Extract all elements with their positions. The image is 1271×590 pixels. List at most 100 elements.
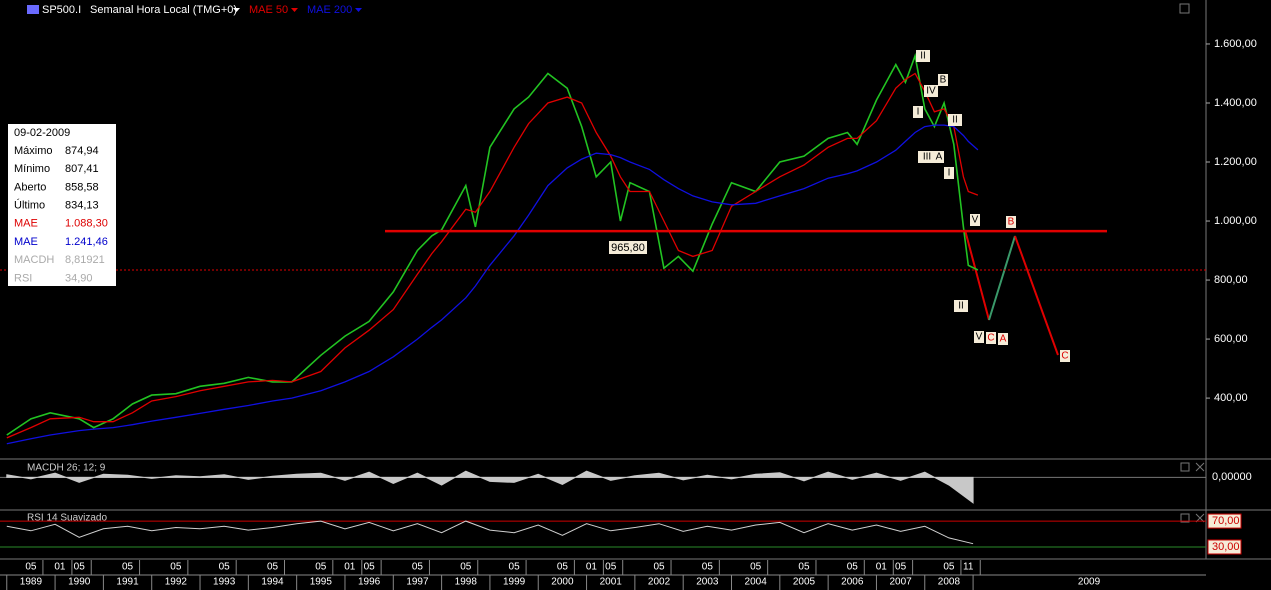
annotation-bg bbox=[913, 106, 923, 118]
minor-tick-label: 05 bbox=[702, 562, 714, 573]
info-date: 09-02-2009 bbox=[14, 127, 70, 139]
level-label: 965,80 bbox=[611, 242, 645, 254]
info-label: Mínimo bbox=[14, 163, 50, 175]
y-tick-label: 600,00 bbox=[1214, 333, 1248, 345]
minor-tick-label: 05 bbox=[412, 562, 424, 573]
annotation-bg bbox=[974, 331, 984, 343]
x-tick-label: 2005 bbox=[793, 577, 816, 588]
x-tick-label: 1998 bbox=[455, 577, 478, 588]
x-tick-label: 2004 bbox=[745, 577, 768, 588]
annotation-bg bbox=[918, 151, 936, 163]
annotation: II bbox=[952, 115, 958, 126]
level-label-bg bbox=[609, 241, 647, 254]
y-tick-label: 1.000,00 bbox=[1214, 215, 1257, 227]
y-tick-label: 70,00 bbox=[1212, 515, 1240, 527]
x-tick-label: 2008 bbox=[938, 577, 961, 588]
info-label: MAE bbox=[14, 218, 38, 230]
legend-entry: MAE 50 bbox=[249, 4, 288, 16]
info-value: 874,94 bbox=[65, 145, 99, 157]
annotation: III bbox=[923, 152, 931, 163]
maximize-icon[interactable] bbox=[1180, 462, 1190, 472]
x-tick-label: 2001 bbox=[600, 577, 623, 588]
dropdown-arrow[interactable] bbox=[233, 8, 240, 12]
minor-tick-label: 05 bbox=[74, 562, 86, 573]
x-tick-label: 2006 bbox=[841, 577, 864, 588]
info-value: 834,13 bbox=[65, 200, 99, 212]
info-box: 09-02-2009 Máximo 874,94 Mínimo 807,41 Aberto… bbox=[8, 124, 116, 286]
annotation-bg bbox=[934, 151, 944, 163]
annotation: I bbox=[948, 168, 951, 179]
annotation: I bbox=[917, 107, 920, 118]
y-tick-label: 400,00 bbox=[1214, 392, 1248, 404]
series-line bbox=[6, 72, 979, 439]
maximize-icon[interactable] bbox=[1180, 513, 1190, 523]
y-tick-label: 800,00 bbox=[1214, 274, 1248, 286]
y-tick-label: 1.600,00 bbox=[1214, 38, 1257, 50]
projection-line bbox=[1014, 235, 1059, 356]
minor-tick-label: 05 bbox=[170, 562, 182, 573]
y-tick-label-bg bbox=[1207, 539, 1242, 555]
minor-tick-label: 05 bbox=[943, 562, 955, 573]
minor-tick-label: 05 bbox=[653, 562, 665, 573]
annotation-bg bbox=[1006, 216, 1016, 228]
annotation: V bbox=[976, 332, 983, 343]
annotation-bg bbox=[986, 332, 996, 344]
minor-tick-label: 01 bbox=[586, 562, 598, 573]
annotation-bg bbox=[944, 167, 954, 179]
minor-tick-label: 05 bbox=[750, 562, 762, 573]
dropdown-arrow[interactable] bbox=[291, 8, 298, 12]
annotation: V bbox=[972, 215, 979, 226]
series-line bbox=[6, 52, 979, 436]
minor-tick-label: 05 bbox=[798, 562, 810, 573]
minor-tick-label: 05 bbox=[847, 562, 859, 573]
minor-tick-label: 05 bbox=[25, 562, 37, 573]
annotation-bg bbox=[1060, 350, 1070, 362]
y-tick-label: 1.200,00 bbox=[1214, 156, 1257, 168]
x-tick-label: 1997 bbox=[406, 577, 429, 588]
dropdown-arrow[interactable] bbox=[355, 8, 362, 12]
maximize-icon[interactable] bbox=[1179, 3, 1190, 14]
minor-tick-label: 01 bbox=[344, 562, 356, 573]
y-tick-label: 0,00000 bbox=[1212, 471, 1252, 483]
close-icon[interactable] bbox=[1195, 462, 1205, 523]
info-box-bg bbox=[8, 124, 116, 286]
chart-subtitle: Semanal Hora Local (TMG+0) bbox=[90, 4, 237, 16]
annotation-bg bbox=[948, 114, 962, 126]
info-label: Aberto bbox=[14, 181, 46, 193]
x-tick-label: 1996 bbox=[358, 577, 381, 588]
minor-tick-label: 05 bbox=[122, 562, 134, 573]
minor-tick-label: 05 bbox=[509, 562, 521, 573]
info-label: MAE bbox=[14, 236, 38, 248]
annotation: B bbox=[940, 75, 947, 86]
info-label: Máximo bbox=[14, 145, 53, 157]
panel-title: RSI 14 Suavizado bbox=[27, 513, 107, 524]
info-value: 34,90 bbox=[65, 272, 93, 284]
minor-tick-label: 05 bbox=[315, 562, 327, 573]
info-value: 858,58 bbox=[65, 181, 99, 193]
annotation-bg bbox=[924, 85, 938, 97]
info-label: RSI bbox=[14, 272, 32, 284]
annotation-bg bbox=[998, 333, 1008, 345]
minor-tick-label: 05 bbox=[557, 562, 569, 573]
x-tick-label: 2007 bbox=[889, 577, 912, 588]
annotation-bg bbox=[938, 74, 948, 86]
minor-tick-label: 05 bbox=[895, 562, 907, 573]
projection-line bbox=[988, 235, 1016, 321]
annotation-bg bbox=[954, 300, 968, 312]
annotation-bg bbox=[970, 214, 980, 226]
panel-title: MACDH 26; 12; 9 bbox=[27, 463, 106, 474]
annotation: II bbox=[958, 301, 964, 312]
minor-tick-label: 05 bbox=[364, 562, 376, 573]
info-value: 807,41 bbox=[65, 163, 99, 175]
info-label: Último bbox=[14, 199, 45, 212]
annotation: A bbox=[1000, 334, 1007, 345]
indicator-line bbox=[6, 520, 974, 545]
info-value: 8,81921 bbox=[65, 254, 105, 266]
annotation: C bbox=[987, 333, 994, 344]
x-tick-label: 2000 bbox=[551, 577, 574, 588]
annotation: A bbox=[936, 152, 943, 163]
annotation: C bbox=[1061, 351, 1068, 362]
x-tick-label: 1991 bbox=[116, 577, 139, 588]
minor-tick-label: 05 bbox=[460, 562, 472, 573]
